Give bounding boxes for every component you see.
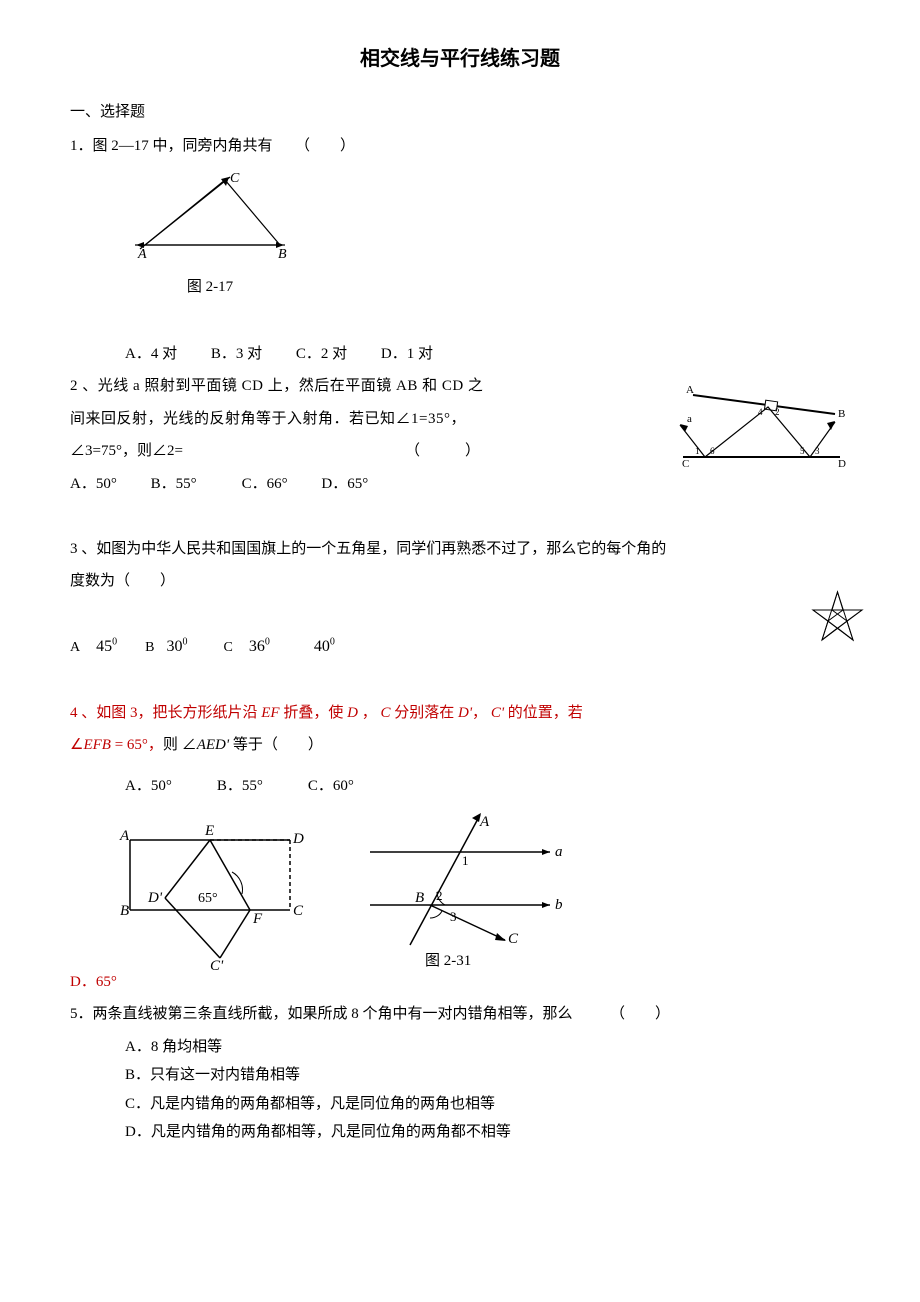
q3-options: A 450 B 300 C 360 400 (70, 632, 850, 662)
q4-options-line1: A．50° B．55° C．60° (125, 772, 850, 801)
svg-text:A: A (119, 828, 130, 844)
svg-text:D': D' (147, 890, 163, 906)
q4-optB: B．55° (217, 778, 263, 794)
q2-optD: D．65° (321, 476, 368, 492)
q1-optA: A．4 对 (125, 346, 177, 362)
q4-figures: A B D C E F D' C' 65° A B C a b 1 (110, 810, 850, 986)
q3-optA-label: A (70, 640, 80, 655)
svg-text:图 2-31: 图 2-31 (425, 952, 471, 969)
svg-text:C': C' (210, 958, 224, 974)
page-title: 相交线与平行线练习题 (70, 40, 850, 78)
svg-text:F: F (252, 911, 263, 927)
svg-text:C: C (230, 171, 240, 186)
svg-text:3: 3 (450, 909, 457, 924)
svg-text:5: 5 (800, 446, 805, 456)
q3-line2: 度数为（ ） (70, 567, 850, 596)
q1-text: 1．图 2—17 中，同旁内角共有 （ ） (70, 132, 850, 161)
q3-line1: 3 、如图为中华人民共和国国旗上的一个五角星，同学们再熟悉不过了，那么它的每个角… (70, 535, 850, 564)
q2-optB: B．55° (151, 476, 197, 492)
svg-text:a: a (555, 844, 563, 860)
q3-optC-label: C (223, 640, 232, 655)
svg-text:1: 1 (462, 853, 469, 868)
svg-text:65°: 65° (198, 891, 218, 906)
q4-optA: A．50° (125, 778, 172, 794)
q5-optB: B．只有这一对内错角相等 (125, 1061, 850, 1090)
q3-optB-label: B (145, 640, 154, 655)
q4-optC: C．60° (308, 778, 354, 794)
svg-text:D: D (838, 458, 846, 470)
q3-figure (810, 590, 865, 656)
q2-optC: C．66° (242, 476, 288, 492)
q4-line2: ∠EFB = 65°，则 ∠AED' 等于（ ） (70, 731, 850, 760)
q5-text: 5．两条直线被第三条直线所截，如果所成 8 个角中有一对内错角相等，那么 （ ） (70, 1000, 850, 1029)
q2-blank: （ ） (405, 437, 480, 466)
svg-text:C: C (682, 458, 689, 470)
q5-optA: A．8 角均相等 (125, 1033, 850, 1062)
q1-optB: B．3 对 (211, 346, 262, 362)
svg-text:B: B (838, 408, 845, 420)
svg-text:C: C (508, 931, 519, 947)
q1-optC: C．2 对 (296, 346, 347, 362)
q1-caption: 图 2-17 (130, 273, 290, 302)
svg-text:b: b (555, 897, 563, 913)
q1-optD: D．1 对 (381, 346, 433, 362)
q1-figure: A B C 图 2-17 (130, 170, 850, 301)
svg-text:6: 6 (710, 446, 715, 456)
q5-optC: C．凡是内错角的两角都相等，凡是同位角的两角也相等 (125, 1090, 850, 1119)
svg-text:E: E (204, 823, 214, 839)
svg-text:1: 1 (695, 446, 700, 456)
svg-text:B: B (120, 903, 129, 919)
svg-text:3: 3 (815, 446, 820, 456)
svg-text:A: A (479, 814, 490, 830)
q1-options: A．4 对 B．3 对 C．2 对 D．1 对 (125, 340, 850, 369)
q4-line1: 4 、如图 3，把长方形纸片沿 EF 折叠，使 D ， C 分别落在 D'， C… (70, 699, 850, 728)
q2-optA: A．50° (70, 476, 117, 492)
svg-text:B: B (278, 247, 287, 260)
svg-text:D: D (292, 831, 304, 847)
svg-text:A: A (686, 384, 694, 396)
svg-text:2: 2 (436, 888, 443, 903)
section-header: 一、选择题 (70, 98, 850, 127)
q5-options: A．8 角均相等 B．只有这一对内错角相等 C．凡是内错角的两角都相等，凡是同位… (70, 1033, 850, 1147)
svg-text:2: 2 (775, 407, 780, 417)
q2-figure: C D A B a 1 6 4 2 5 3 (675, 377, 850, 483)
svg-text:a: a (687, 413, 692, 425)
svg-text:4: 4 (758, 407, 763, 417)
svg-text:C: C (293, 903, 304, 919)
svg-text:B: B (415, 890, 424, 906)
svg-text:A: A (137, 247, 147, 260)
q5-optD: D．凡是内错角的两角都相等，凡是同位角的两角都不相等 (125, 1118, 850, 1147)
